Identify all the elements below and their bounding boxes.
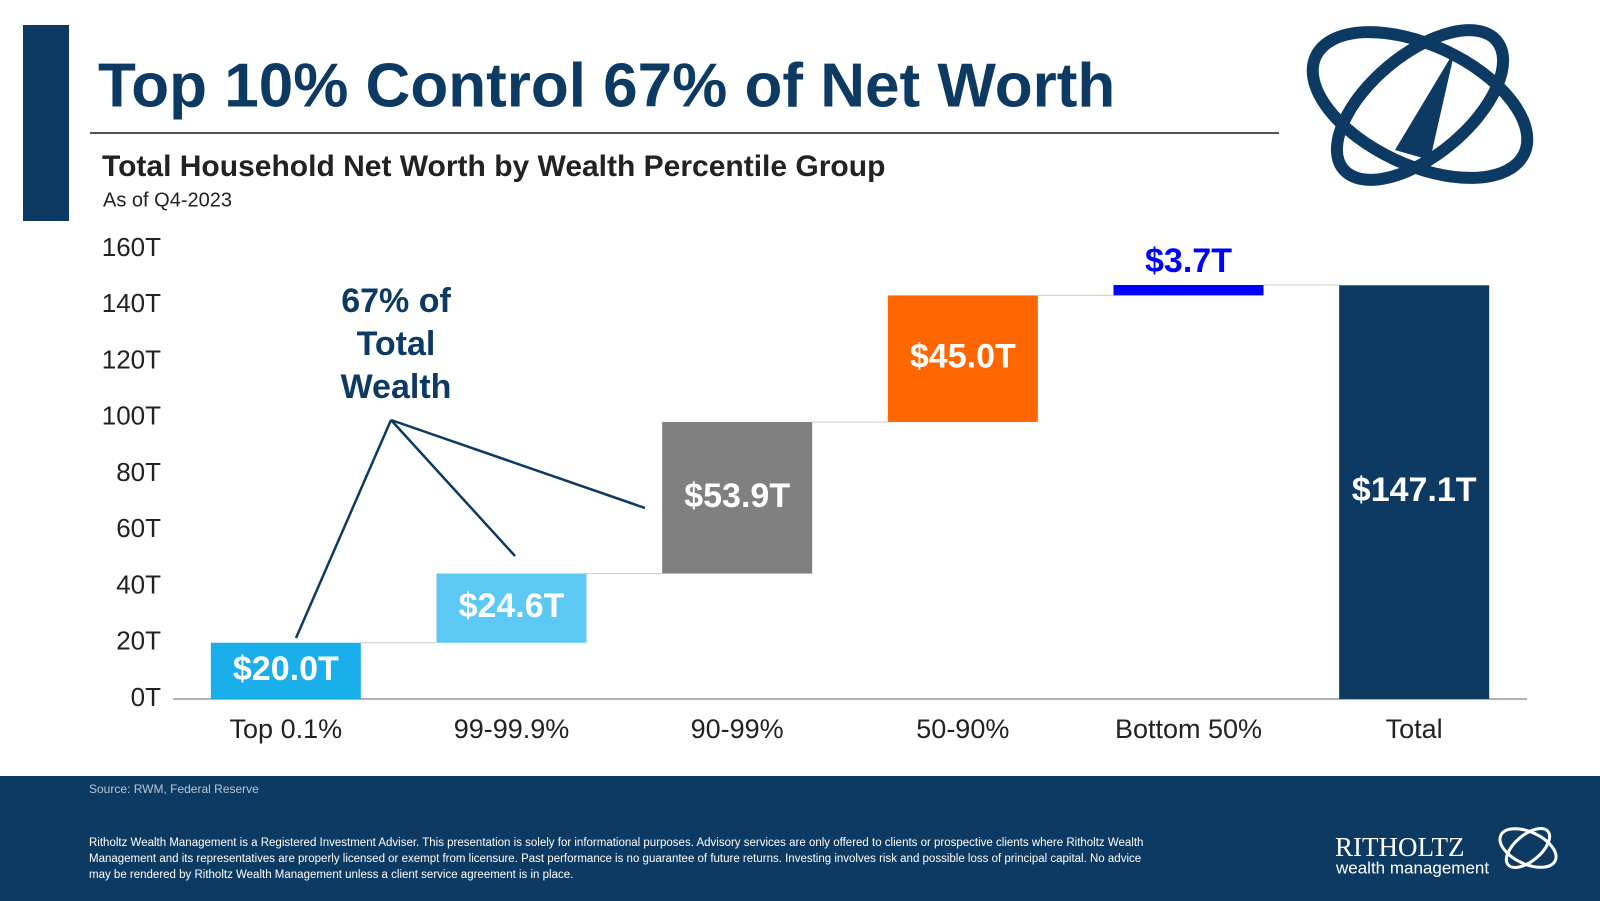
x-tick-label: Top 0.1% [230,714,343,744]
y-tick-label: 80T [116,457,161,487]
y-tick-label: 120T [102,344,161,374]
y-tick-label: 160T [102,232,161,262]
disclaimer-line: Ritholtz Wealth Management is a Register… [89,837,1143,849]
annotation: Wealth [341,368,452,406]
source: Source: RWM, Federal Reserve [89,782,259,796]
brand-logo [1498,827,1558,869]
footer-band [0,776,1600,901]
x-tick-label: Bottom 50% [1115,714,1262,744]
y-tick-label: 60T [116,513,161,543]
disclaimer: Ritholtz Wealth Management is a Register… [89,837,1143,881]
bar [436,573,587,643]
subtitle: Total Household Net Worth by Wealth Perc… [102,150,885,183]
y-tick-label: 20T [116,626,161,656]
bar [1339,285,1490,699]
chart: 0T 20T 40T 60T 80T 100T 120T 140T 160T 67% of Tota… [102,232,1527,744]
x-tick-label: Total [1386,714,1443,744]
bar [210,642,361,699]
bar [887,295,1038,422]
y-tick-label: 0T [131,682,161,712]
value-label: $24.6T [459,587,565,625]
annotation: Total [357,325,436,363]
disclaimer-line: Management and its representatives are p… [89,853,1141,865]
y-tick-label: 140T [102,288,161,318]
value-label: $3.7T [1145,242,1232,280]
logo [1306,24,1534,186]
brand: RITHOLTZ [1335,832,1465,862]
brand-sub: wealth management [1335,858,1489,877]
annotation: 67% of [341,282,451,320]
bar [1113,285,1264,296]
disclaimer-line: may be rendered by Ritholtz Wealth Manag… [89,869,573,881]
x-tick-label: 99-99.9% [454,714,570,744]
accent-bar [23,25,69,221]
value-label: $20.0T [233,650,339,688]
y-tick-label: 100T [102,401,161,431]
annotation-pointers [294,418,646,639]
y-tick-label: 40T [116,569,161,599]
value-label: $53.9T [684,477,790,515]
title: Top 10% Control 67% of Net Worth [98,51,1115,120]
x-tick-label: 90-99% [691,714,784,744]
x-tick-label: 50-90% [916,714,1009,744]
value-label: $147.1T [1352,471,1477,509]
note: As of Q4-2023 [103,189,232,211]
value-label: $45.0T [910,338,1016,376]
bar [662,421,813,574]
